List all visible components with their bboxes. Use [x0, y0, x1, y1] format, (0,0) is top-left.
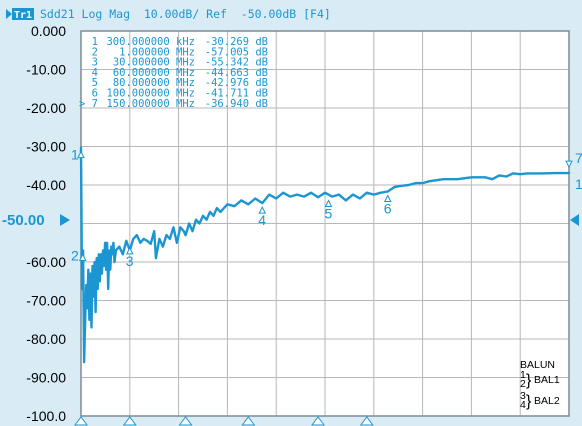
balun-legend: BALUN 1 2 } BAL1 3 4 } BAL2	[520, 359, 560, 411]
y-axis-labels: 0.000 -10.00 -20.00 -30.00 -40.00 -60.00 -70.0…	[26, 23, 66, 424]
marker-label: 1	[71, 147, 79, 163]
stimulus-triangle-icon[interactable]	[311, 416, 326, 426]
y-tick-label: -10.00	[26, 62, 66, 78]
marker-triangle[interactable]	[77, 150, 85, 159]
marker-label: 7	[575, 150, 582, 166]
marker-list-num: 1	[92, 36, 98, 48]
marker-triangle[interactable]	[565, 160, 573, 169]
y-axis-ref-label: -50.00	[2, 212, 45, 229]
marker-list-value: -36.940 dB	[205, 98, 268, 110]
balun-port-4: 4	[520, 399, 526, 411]
marker-triangle[interactable]	[258, 205, 267, 214]
y-tick-label: -30.00	[26, 139, 66, 155]
trace-badge[interactable]	[12, 8, 34, 20]
marker-list-value: -44.663 dB	[205, 67, 268, 79]
marker-list-num: > 7	[79, 98, 98, 110]
marker-list-freq: 300.000000 kHz	[106, 36, 195, 48]
balun-port-1: 1	[520, 369, 526, 381]
stimulus-triangle-icon[interactable]	[122, 416, 137, 426]
marker-triangle[interactable]	[125, 246, 134, 255]
y-tick-label: -100.0	[26, 408, 66, 424]
balun-port-2: 2	[520, 378, 526, 390]
stimulus-triangles	[74, 416, 374, 426]
y-tick-label: -60.00	[26, 254, 66, 270]
stimulus-triangle-icon[interactable]	[178, 416, 193, 426]
marker-list-freq: 100.000000 MHz	[106, 88, 195, 100]
markers-layer: 1 2 3 4 5 6 7 1	[71, 147, 582, 269]
trace-arrow-icon	[6, 9, 12, 19]
marker-label: 4	[258, 212, 266, 228]
trace-line	[79, 146, 571, 364]
balun-port-3: 3	[520, 390, 526, 402]
marker-label: 5	[324, 206, 332, 222]
trace-title: Sdd21 Log Mag 10.00dB/ Ref -50.00dB [F4]	[40, 7, 331, 21]
stimulus-triangle-icon[interactable]	[241, 416, 256, 426]
marker-list-num: 5	[92, 77, 98, 89]
balun-brace-1: }	[526, 372, 532, 389]
marker-label: 3	[126, 253, 134, 269]
marker-label: 2	[71, 247, 79, 263]
y-tick-label: -20.00	[26, 100, 66, 116]
marker-list-num: 2	[92, 46, 98, 58]
marker-triangle[interactable]	[324, 199, 333, 208]
marker-list-freq: 30.000000 MHz	[113, 57, 195, 69]
marker-label: 6	[384, 201, 392, 217]
y-tick-label: -40.00	[26, 177, 66, 193]
marker-list-freq: 80.000000 MHz	[113, 77, 195, 89]
balun-brace-2: }	[526, 393, 532, 410]
marker-list-value: -57.005 dB	[205, 46, 268, 58]
y-tick-label: -90.00	[26, 370, 66, 386]
marker-list-value: -30.269 dB	[205, 36, 268, 48]
marker-list-freq: 1.000000 MHz	[119, 46, 195, 58]
marker-list-num: 4	[92, 67, 98, 79]
trace-badge-label: Tr1	[14, 10, 32, 21]
marker-list-value: -41.711 dB	[205, 88, 268, 100]
balun-bal1-label: BAL1	[534, 374, 560, 386]
balun-title: BALUN	[520, 359, 555, 371]
trace-header: Tr1 Sdd21 Log Mag 10.00dB/ Ref -50.00dB …	[6, 7, 331, 21]
ref-right-arrow-icon[interactable]	[570, 214, 579, 226]
balun-bal2-label: BAL2	[534, 395, 560, 407]
stimulus-triangle-icon[interactable]	[359, 416, 374, 426]
marker-list-num: 6	[92, 88, 98, 100]
y-tick-label: 0.000	[31, 23, 66, 39]
marker-list-value: -55.342 dB	[205, 57, 268, 69]
marker-list-freq: 60.000000 MHz	[113, 67, 195, 79]
marker-list: 1 300.000000 kHz -30.269 dB 2 1.000000 MHz -5…	[79, 36, 268, 110]
marker-list-value: -42.976 dB	[205, 77, 268, 89]
marker-list-num: 3	[92, 57, 98, 69]
y-tick-label: -70.00	[26, 293, 66, 309]
stimulus-triangle-icon[interactable]	[74, 416, 88, 426]
marker-triangle[interactable]	[78, 253, 87, 261]
marker-triangle[interactable]	[383, 194, 392, 203]
grid	[81, 31, 569, 416]
marker-list-freq: 150.000000 MHz	[106, 98, 195, 110]
marker-label-end: 1	[575, 176, 582, 192]
ref-left-arrow-icon[interactable]	[60, 214, 70, 226]
y-tick-label: -80.00	[26, 331, 66, 347]
